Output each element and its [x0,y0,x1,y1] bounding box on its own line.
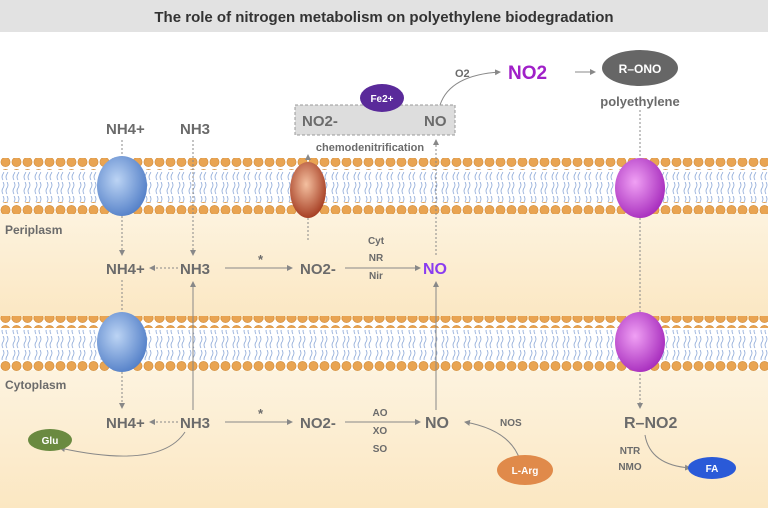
cyto-no2-label: NO2- [300,415,336,432]
cyto-no-label: NO [425,415,449,432]
nitrite-transporter [290,162,326,218]
cytoplasm-label: Cytoplasm [5,378,66,392]
peri-nh3-label: NH3 [180,261,210,278]
enzyme-nr: NR [369,253,384,264]
r-ono-label: R–ONO [619,62,662,76]
cyto-nh3-label: NH3 [180,415,210,432]
fa-node [688,457,736,479]
top-nh4-label: NH4+ [106,121,145,138]
box-no2-label: NO2- [302,113,338,130]
polyethylene-transporter-outer [615,158,665,218]
polyethylene-label: polyethylene [600,94,679,109]
enzyme-xo: XO [373,426,388,437]
ammonium-transporter-outer [97,156,147,216]
polyethylene-transporter-inner [615,312,665,372]
o2-label: O2 [455,68,470,80]
enzyme-ao: AO [373,408,388,419]
periplasm-label: Periplasm [5,223,62,237]
enzyme-nmo: NMO [618,462,642,473]
enzyme-ntr: NTR [620,446,641,457]
enzyme-so: SO [373,444,388,455]
r-no2-label: R–NO2 [624,415,677,432]
fe-node [360,84,404,112]
l-arg-label: L-Arg [512,466,539,477]
cytoplasm-region [0,370,768,508]
r-ono-node [602,50,678,86]
fe-label: Fe2+ [370,94,393,105]
fa-label: FA [706,464,719,475]
title-bar [0,0,768,32]
peri-no2-label: NO2- [300,261,336,278]
peri-star: * [258,252,264,267]
glu-label: Glu [42,436,59,447]
peri-nh4-label: NH4+ [106,261,145,278]
box-no-label: NO [424,113,447,130]
title: The role of nitrogen metabolism on polye… [154,9,613,26]
enzyme-cyt: Cyt [368,236,385,247]
ammonium-transporter-inner [97,312,147,372]
no2-label: NO2 [508,63,547,84]
peri-no-label: NO [423,261,447,278]
top-nh3-label: NH3 [180,121,210,138]
enzyme-nir: Nir [369,271,383,282]
chemodenitrification-label: chemodenitrification [316,142,424,154]
nos-label: NOS [500,418,522,429]
cyto-star: * [258,406,264,421]
glu-node [28,429,72,451]
cyto-nh4-label: NH4+ [106,415,145,432]
l-arg-node [497,455,553,485]
